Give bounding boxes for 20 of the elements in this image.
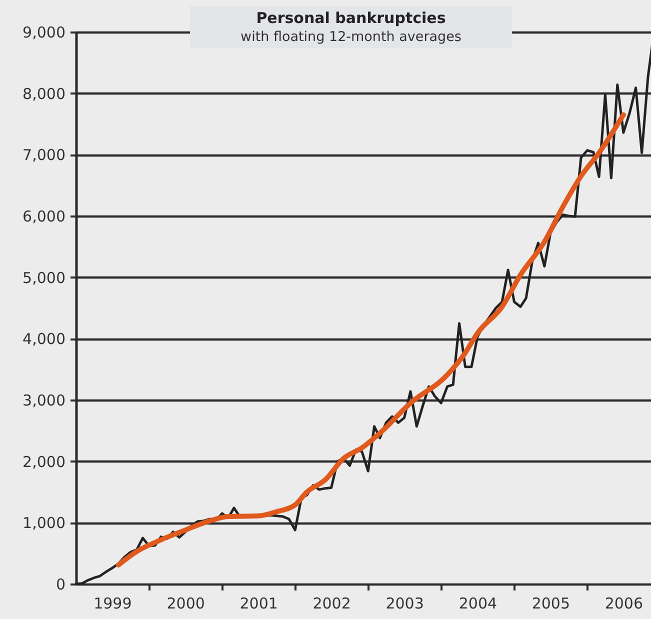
y-tick-label: 4,000: [22, 330, 66, 348]
y-tick-label: 3,000: [22, 392, 66, 410]
x-tick-label: 1999: [94, 594, 132, 612]
y-tick-label: 7,000: [22, 146, 66, 164]
y-tick-label: 9,000: [22, 24, 66, 42]
x-tick-label: 2004: [458, 594, 498, 612]
y-tick-label: 0: [56, 576, 66, 594]
x-tick-label: 2001: [240, 594, 278, 612]
y-tick-label: 8,000: [22, 84, 66, 103]
y-tick-label: 1,000: [22, 514, 66, 532]
y-tick-label: 6,000: [22, 208, 66, 226]
x-tick-label: 2003: [386, 594, 424, 612]
x-tick-label: 2000: [166, 594, 205, 612]
x-tick-label: 2006: [604, 594, 644, 612]
chart-title: Personal bankruptcies: [255, 8, 447, 28]
chart-subtitle: with floating 12-month averages: [240, 28, 462, 46]
x-tick-label: 2002: [312, 594, 351, 612]
y-tick-label: 2,000: [22, 452, 66, 471]
y-tick-label: 5,000: [22, 268, 66, 287]
x-tick-label: 2005: [532, 594, 570, 612]
